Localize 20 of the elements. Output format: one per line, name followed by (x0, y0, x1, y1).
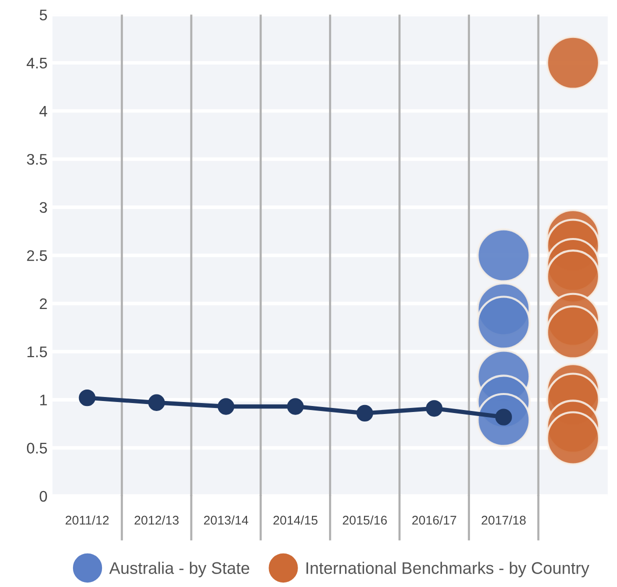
x-tick-label: 2014/15 (273, 515, 318, 525)
x-tick-label: 2016/17 (412, 515, 456, 525)
y-tick-label: 4.5 (26, 58, 47, 68)
legend-label: International Benchmarks - by Country (306, 562, 590, 578)
y-tick-label: 5 (40, 10, 47, 20)
y-tick-label: 0.5 (26, 442, 47, 454)
y-tick-label: 3.5 (26, 154, 47, 165)
y-tick-label: 3 (40, 202, 47, 213)
x-tick-label: 2012/13 (134, 515, 179, 525)
x-tick-label: 2015/16 (342, 515, 387, 525)
legend-label: Australia - by State (109, 562, 250, 578)
x-tick-label: 2013/14 (204, 515, 248, 525)
y-tick-label: 2.5 (27, 250, 47, 262)
y-tick-label: 2 (40, 298, 47, 310)
y-tick-label: 1 (40, 394, 47, 406)
x-tick-label: 2017/18 (482, 515, 526, 525)
y-tick-label: 1.5 (28, 346, 47, 358)
x-tick-label: 2011/12 (66, 515, 109, 525)
y-tick-label: 4 (39, 106, 48, 116)
y-tick-label: 0 (40, 490, 47, 502)
